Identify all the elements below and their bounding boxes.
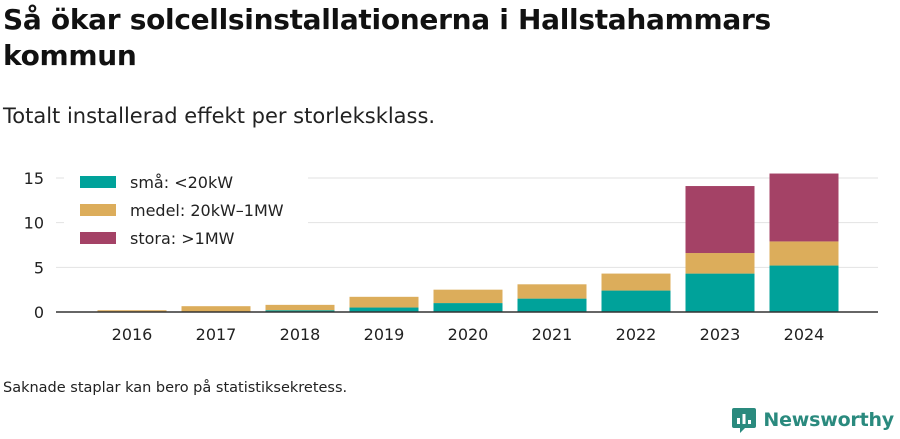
bar-segment (517, 284, 587, 299)
legend-label: medel: 20kW–1MW (130, 201, 284, 220)
bar-segment (685, 186, 755, 254)
x-tick-label: 2018 (280, 325, 321, 344)
bar-segment (769, 265, 839, 312)
bar-segment (265, 304, 335, 311)
y-tick-label: 10 (24, 214, 44, 233)
bar-segment (685, 273, 755, 312)
legend: små: <20kW medel: 20kW–1MW stora: >1MW (64, 168, 308, 256)
footnote: Saknade staplar kan bero på statistiksek… (3, 380, 348, 396)
brand-logo[interactable]: Newsworthy (731, 406, 894, 434)
legend-label: små: <20kW (130, 173, 233, 192)
bar-segment (685, 253, 755, 274)
x-tick-label: 2023 (700, 325, 741, 344)
bar-segment (349, 296, 419, 308)
x-tick-label: 2016 (112, 325, 153, 344)
legend-swatch (80, 232, 116, 244)
x-tick-label: 2022 (616, 325, 657, 344)
bar-segment (517, 298, 587, 312)
bar-segment (181, 306, 251, 312)
legend-swatch (80, 176, 116, 188)
y-tick-label: 5 (34, 258, 44, 277)
bar-segment (601, 273, 671, 291)
bar-segment (433, 303, 503, 312)
brand-name: Newsworthy (763, 409, 894, 431)
chart-title: Så ökar solcellsinstallationerna i Halls… (3, 3, 771, 72)
bars (97, 173, 839, 313)
x-tick-label: 2024 (784, 325, 825, 344)
newsworthy-logo-icon (732, 408, 757, 433)
bar-segment (349, 307, 419, 312)
bar-segment (265, 310, 335, 312)
bar-segment (769, 173, 839, 242)
axes: 0 5 10 15 2016 2017 2018 2019 2020 2021 2022 2023 20… (24, 169, 878, 344)
legend-label: stora: >1MW (130, 229, 235, 248)
bar-segment (769, 241, 839, 266)
y-tick-label: 0 (34, 303, 44, 322)
x-tick-label: 2020 (448, 325, 489, 344)
y-tick-label: 15 (24, 169, 44, 188)
bar-segment (97, 310, 167, 312)
x-tick-label: 2017 (196, 325, 237, 344)
bar-segment (601, 290, 671, 312)
x-tick-label: 2021 (532, 325, 573, 344)
bar-segment (433, 289, 503, 304)
legend-swatch (80, 204, 116, 216)
chart-subtitle: Totalt installerad effekt per storlekskl… (3, 104, 436, 128)
stacked-bar-chart: 0 5 10 15 2016 2017 2018 2019 2020 2021 2022 2023 20… (24, 168, 878, 344)
x-tick-label: 2019 (364, 325, 405, 344)
